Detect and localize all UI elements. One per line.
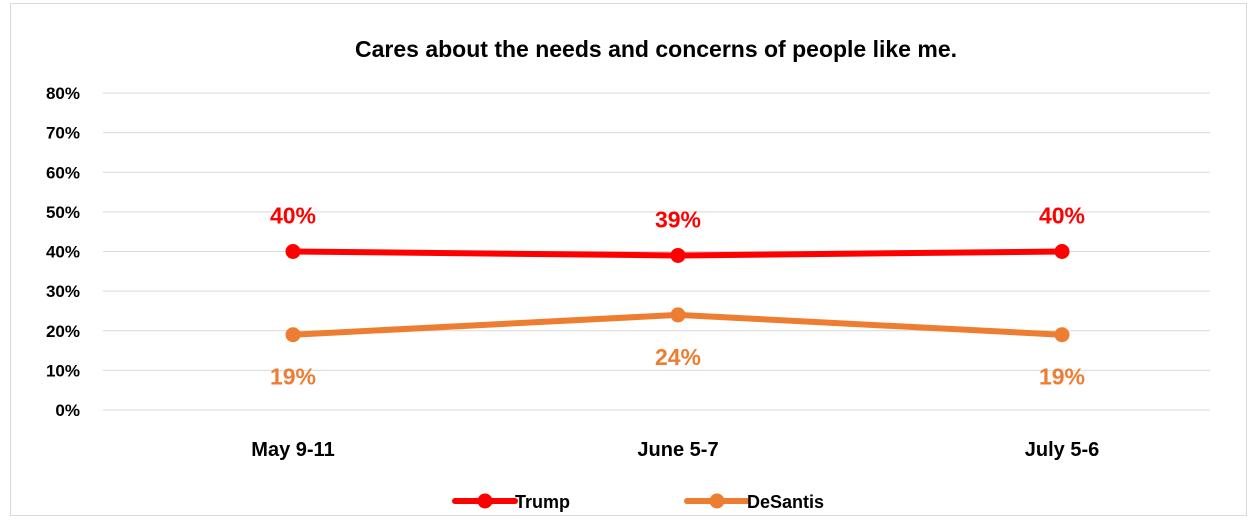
y-tick-label: 60% (46, 163, 80, 182)
x-tick-label: July 5-6 (1025, 439, 1099, 461)
y-tick-label: 10% (46, 361, 80, 380)
y-axis: 0% 10% 20% 30% 40% 50% 60% 70% 80% (46, 84, 80, 420)
x-tick-label: June 5-7 (637, 439, 718, 461)
legend-item-trump: Trump (452, 492, 570, 512)
series-trump: 40% 39% 40% (270, 203, 1085, 263)
data-label: 19% (1039, 364, 1085, 390)
data-label: 19% (270, 364, 316, 390)
x-tick-label: May 9-11 (251, 439, 334, 461)
y-tick-label: 30% (46, 282, 80, 301)
data-point (670, 307, 686, 323)
data-point (1054, 327, 1070, 343)
legend-swatch-marker (709, 493, 725, 509)
data-point (1054, 244, 1070, 259)
data-point (670, 247, 686, 263)
x-axis: May 9-11 June 5-7 July 5-6 (251, 439, 1099, 461)
series-desantis: 19% 24% 19% (270, 307, 1085, 390)
legend-label: Trump (515, 492, 570, 512)
data-label: 40% (1039, 203, 1085, 229)
legend-item-desantis: DeSantis (684, 492, 824, 512)
y-tick-label: 20% (46, 322, 80, 341)
data-label: 39% (655, 206, 701, 232)
legend: Trump DeSantis (452, 492, 824, 512)
data-label: 40% (270, 203, 316, 229)
y-tick-label: 70% (46, 124, 80, 143)
gridlines (103, 92, 1210, 411)
y-tick-label: 50% (46, 203, 80, 222)
chart-frame (10, 3, 1247, 516)
y-tick-label: 80% (46, 84, 80, 103)
y-tick-label: 40% (46, 243, 80, 262)
chart-title: Cares about the needs and concerns of pe… (355, 36, 957, 62)
data-label: 24% (655, 344, 701, 370)
data-point (285, 327, 301, 343)
legend-swatch-marker (477, 493, 493, 509)
data-point (285, 244, 301, 259)
series-group: 40% 39% 40% 19% 24% 19% (270, 203, 1085, 390)
y-tick-label: 0% (55, 401, 80, 420)
legend-label: DeSantis (747, 492, 824, 512)
